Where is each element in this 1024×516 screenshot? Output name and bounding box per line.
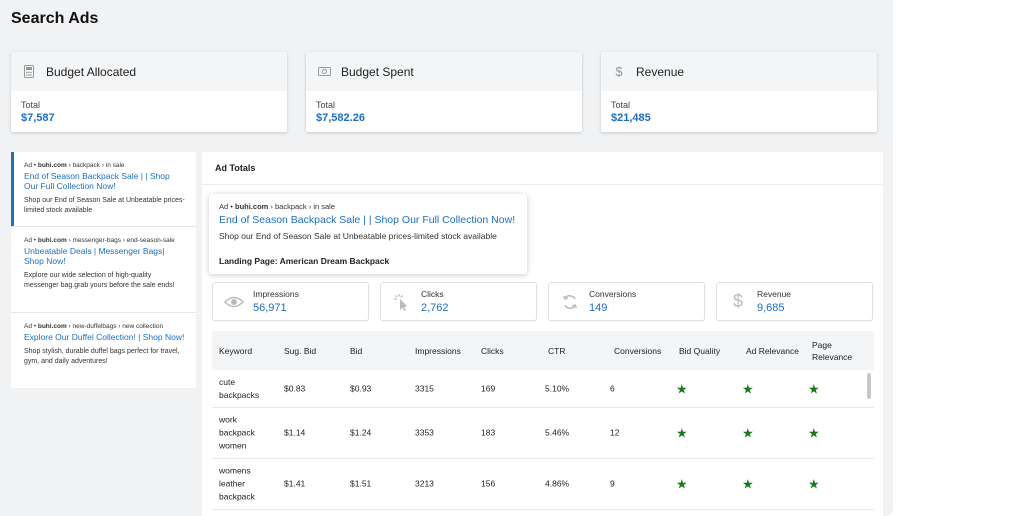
cell-impressions: 3315 [415,383,434,393]
refresh-icon [557,294,583,310]
col-bid[interactable]: Bid [350,345,363,356]
stat-value: $21,485 [611,112,651,124]
conversions-metric: Conversions 149 [548,282,705,321]
metric-label: Conversions [589,289,637,299]
col-ad-relevance[interactable]: Ad Relevance [746,345,799,356]
ad-url: Ad • buhi.com › new-duffelbags › new col… [24,323,164,330]
cursor-click-icon [389,293,415,311]
page-relevance-star-icon: ★ [808,476,820,492]
ad-totals-title: Ad Totals [202,152,883,185]
stat-value: $7,582.26 [316,112,365,124]
impressions-metric: Impressions 56,971 [212,282,369,321]
table-row[interactable]: cute backpacks $0.83 $0.93 3315 169 5.10… [212,370,874,408]
bid-quality-star-icon: ★ [676,381,688,396]
col-sug-bid[interactable]: Sug. Bid [284,345,317,356]
stat-label: Budget Allocated [46,64,137,79]
table-row[interactable]: womens leather backpack $1.41 $1.51 3213… [212,459,874,510]
ad-relevance-star-icon: ★ [742,476,754,492]
revenue-metric: $ Revenue 9,685 [716,282,873,321]
ad-headline[interactable]: End of Season Backpack Sale | | Shop Our… [219,214,516,226]
cell-conversions: 6 [610,383,615,393]
ad-list-item[interactable]: Ad • buhi.com › new-duffelbags › new col… [11,313,196,388]
table-row[interactable]: work backpack women $1.14 $1.24 3353 183… [212,408,874,459]
metric-value: 149 [589,302,608,314]
ad-description: Shop stylish, durable duffel bags perfec… [24,348,180,365]
stat-label: Budget Spent [341,64,414,79]
ad-description: Shop our End of Season Sale at Unbeatabl… [219,231,497,241]
cell-bid[interactable]: $1.24 [350,427,372,438]
cell-clicks: 169 [481,383,496,393]
ad-description: Explore our wide selection of high-quali… [24,272,175,289]
clicks-metric: Clicks 2,762 [380,282,537,321]
page-relevance-star-icon: ★ [808,425,820,441]
cell-sug-bid: $0.83 [284,383,306,393]
col-ctr[interactable]: CTR [548,345,566,356]
table-header: Keyword Sug. Bid Bid Impressions Clicks … [212,331,874,370]
metric-label: Impressions [253,289,299,299]
bid-quality-star-icon: ★ [676,476,688,492]
eye-icon [221,296,247,308]
col-impressions[interactable]: Impressions [415,345,461,356]
cell-clicks: 156 [481,478,496,489]
ad-list-item[interactable]: Ad • buhi.com › backpack › in sale End o… [11,152,196,227]
page-title: Search Ads [11,10,99,27]
cell-sug-bid: $1.41 [284,478,306,489]
cell-impressions: 3213 [415,478,434,489]
ad-description: Shop our End of Season Sale at Unbeatabl… [24,197,185,214]
ad-preview-card: Ad • buhi.com › backpack › in sale End o… [209,194,527,274]
bid-quality-star-icon: ★ [676,425,688,441]
metric-label: Revenue [757,289,792,299]
col-conversions[interactable]: Conversions [614,345,662,356]
ad-headline[interactable]: Explore Our Duffel Collection! | Shop No… [24,332,185,342]
revenue-card: $ Revenue Total $21,485 [601,52,877,132]
col-keyword[interactable]: Keyword [219,345,253,356]
ad-url: Ad • buhi.com › messenger-bags › end-sea… [24,237,175,244]
stat-sub-label: Total [316,100,336,110]
col-clicks[interactable]: Clicks [481,345,504,356]
table-scrollbar[interactable] [867,373,871,399]
calculator-icon [22,65,36,79]
stat-sub-label: Total [611,100,631,110]
stat-sub-label: Total [21,100,41,110]
ad-relevance-star-icon: ★ [742,381,754,396]
cell-ctr: 4.86% [545,478,570,489]
cell-keyword: womens leather backpack [219,465,255,502]
budget-spent-card: Budget Spent Total $7,582.26 [306,52,582,132]
metric-value: 9,685 [757,302,785,314]
ad-headline[interactable]: End of Season Backpack Sale | | Shop Our… [24,171,170,191]
col-page-relevance[interactable]: Page Relevance [812,339,853,362]
stat-value: $7,587 [21,112,55,124]
col-bid-quality[interactable]: Bid Quality [679,345,721,356]
dollar-icon: $ [615,64,623,79]
ad-list-item[interactable]: Ad • buhi.com › messenger-bags › end-sea… [11,227,196,313]
budget-allocated-card: Budget Allocated Total $7,587 [11,52,287,132]
ad-list: Ad • buhi.com › backpack › in sale End o… [11,152,196,388]
keyword-table: Keyword Sug. Bid Bid Impressions Clicks … [212,331,874,516]
metric-value: 2,762 [421,302,449,314]
landing-page-label: Landing Page: American Dream Backpack [219,256,390,266]
cell-bid[interactable]: $1.51 [350,478,372,489]
dollar-icon: $ [732,291,743,311]
ad-relevance-star-icon: ★ [742,425,754,441]
cell-keyword: work backpack women [219,414,255,451]
cell-impressions: 3353 [415,427,434,438]
cell-ctr: 5.10% [545,383,570,393]
cell-conversions: 9 [610,478,615,489]
page-relevance-star-icon: ★ [808,381,820,396]
cell-clicks: 183 [481,427,496,438]
ad-url: Ad • buhi.com › backpack › in sale [219,202,336,211]
cell-conversions: 12 [610,427,620,438]
ad-url: Ad • buhi.com › backpack › in sale [24,162,125,169]
cell-bid[interactable]: $0.93 [350,383,372,393]
cell-ctr: 5.46% [545,427,570,438]
money-icon [317,65,331,79]
cell-sug-bid: $1.14 [284,427,306,438]
cell-keyword: cute backpacks [219,376,260,400]
stat-label: Revenue [636,64,685,79]
metric-label: Clicks [421,289,444,299]
metric-value: 56,971 [253,302,287,314]
ad-headline[interactable]: Unbeatable Deals | Messenger Bags| Shop … [24,246,165,266]
